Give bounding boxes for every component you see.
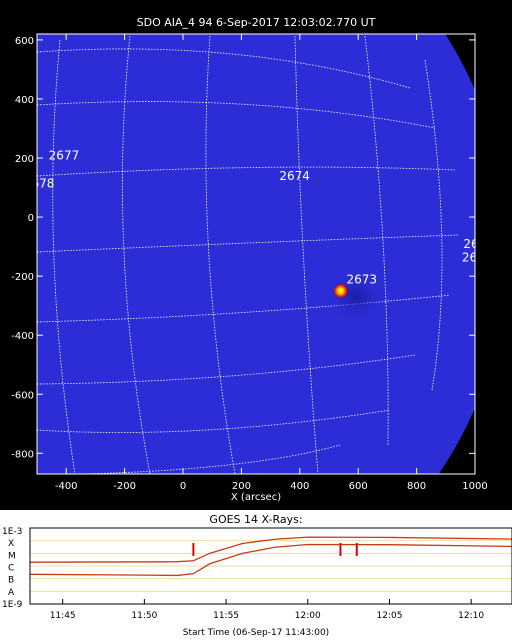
latitude-line (37, 166, 456, 177)
longitude-line (52, 39, 76, 474)
heliographic-grid (37, 35, 459, 474)
active-region-label: 2677 (49, 149, 80, 163)
x-tick-label: -200 (113, 481, 136, 492)
latitude-line (37, 101, 436, 129)
aia-x-axis-label: X (arcsec) (231, 492, 281, 503)
latitude-line (37, 409, 391, 433)
active-region-label: 2676 (462, 250, 493, 264)
longitude-line (205, 35, 236, 474)
goes-x-tick-label: 12:05 (376, 611, 402, 621)
solar-disk (37, 34, 475, 474)
x-tick-label: 200 (232, 481, 251, 492)
y-tick-label: -600 (11, 390, 34, 401)
goes-y-label: 1E-9 (2, 600, 23, 610)
goes-y-label: B (8, 576, 14, 586)
goes-y-label: 1E-3 (2, 527, 22, 537)
goes-y-label: A (8, 588, 15, 598)
x-tick-label: 0 (180, 481, 186, 492)
y-tick-label: 400 (15, 95, 34, 106)
goes-title: GOES 14 X-Rays: (209, 513, 302, 526)
goes-x-tick-label: 11:50 (131, 611, 157, 621)
goes-x-tick-label: 11:45 (50, 611, 76, 621)
goes-x-tick-label: 12:00 (295, 611, 321, 621)
goes-x-axis-label: Start Time (06-Sep-17 11:43:00) (183, 628, 329, 638)
goes-y-label: C (8, 564, 14, 574)
y-tick-label: 600 (15, 36, 34, 47)
goes-y-label: X (8, 539, 14, 549)
y-tick-label: 200 (15, 154, 34, 165)
x-tick-label: 1000 (462, 481, 487, 492)
y-tick-label: -200 (11, 272, 34, 283)
active-region-label: 2673 (347, 273, 378, 287)
goes-flux-line (29, 543, 512, 577)
latitude-line (37, 354, 416, 385)
latitude-line (37, 294, 451, 323)
goes-x-tick-label: 12:10 (458, 611, 484, 621)
aia-title: SDO AIA_4 94 6-Sep-2017 12:03:02.770 UT (137, 16, 376, 29)
longitude-line (294, 35, 319, 474)
latitude-line (37, 234, 459, 253)
plot-frame (36, 33, 476, 475)
longitude-line (122, 35, 151, 474)
active-region-label: 2675 (463, 237, 494, 251)
x-tick-label: -400 (55, 481, 78, 492)
x-tick-label: 600 (349, 481, 368, 492)
goes-x-tick-label: 11:55 (213, 611, 239, 621)
longitude-line (364, 35, 389, 446)
active-region-label: 2674 (279, 169, 310, 183)
latitude-line (79, 444, 341, 474)
goes-plot-frame (29, 527, 512, 605)
goes-y-label: M (8, 551, 16, 561)
x-tick-label: 400 (290, 481, 309, 492)
active-region-label: 2678 (24, 177, 55, 191)
longitude-line (424, 59, 443, 391)
x-tick-label: 800 (407, 481, 426, 492)
goes-flux-line (29, 536, 512, 563)
flare-kernel (332, 282, 349, 299)
y-tick-label: -400 (11, 331, 34, 342)
y-tick-label: 0 (28, 213, 34, 224)
y-tick-label: -800 (11, 449, 34, 460)
